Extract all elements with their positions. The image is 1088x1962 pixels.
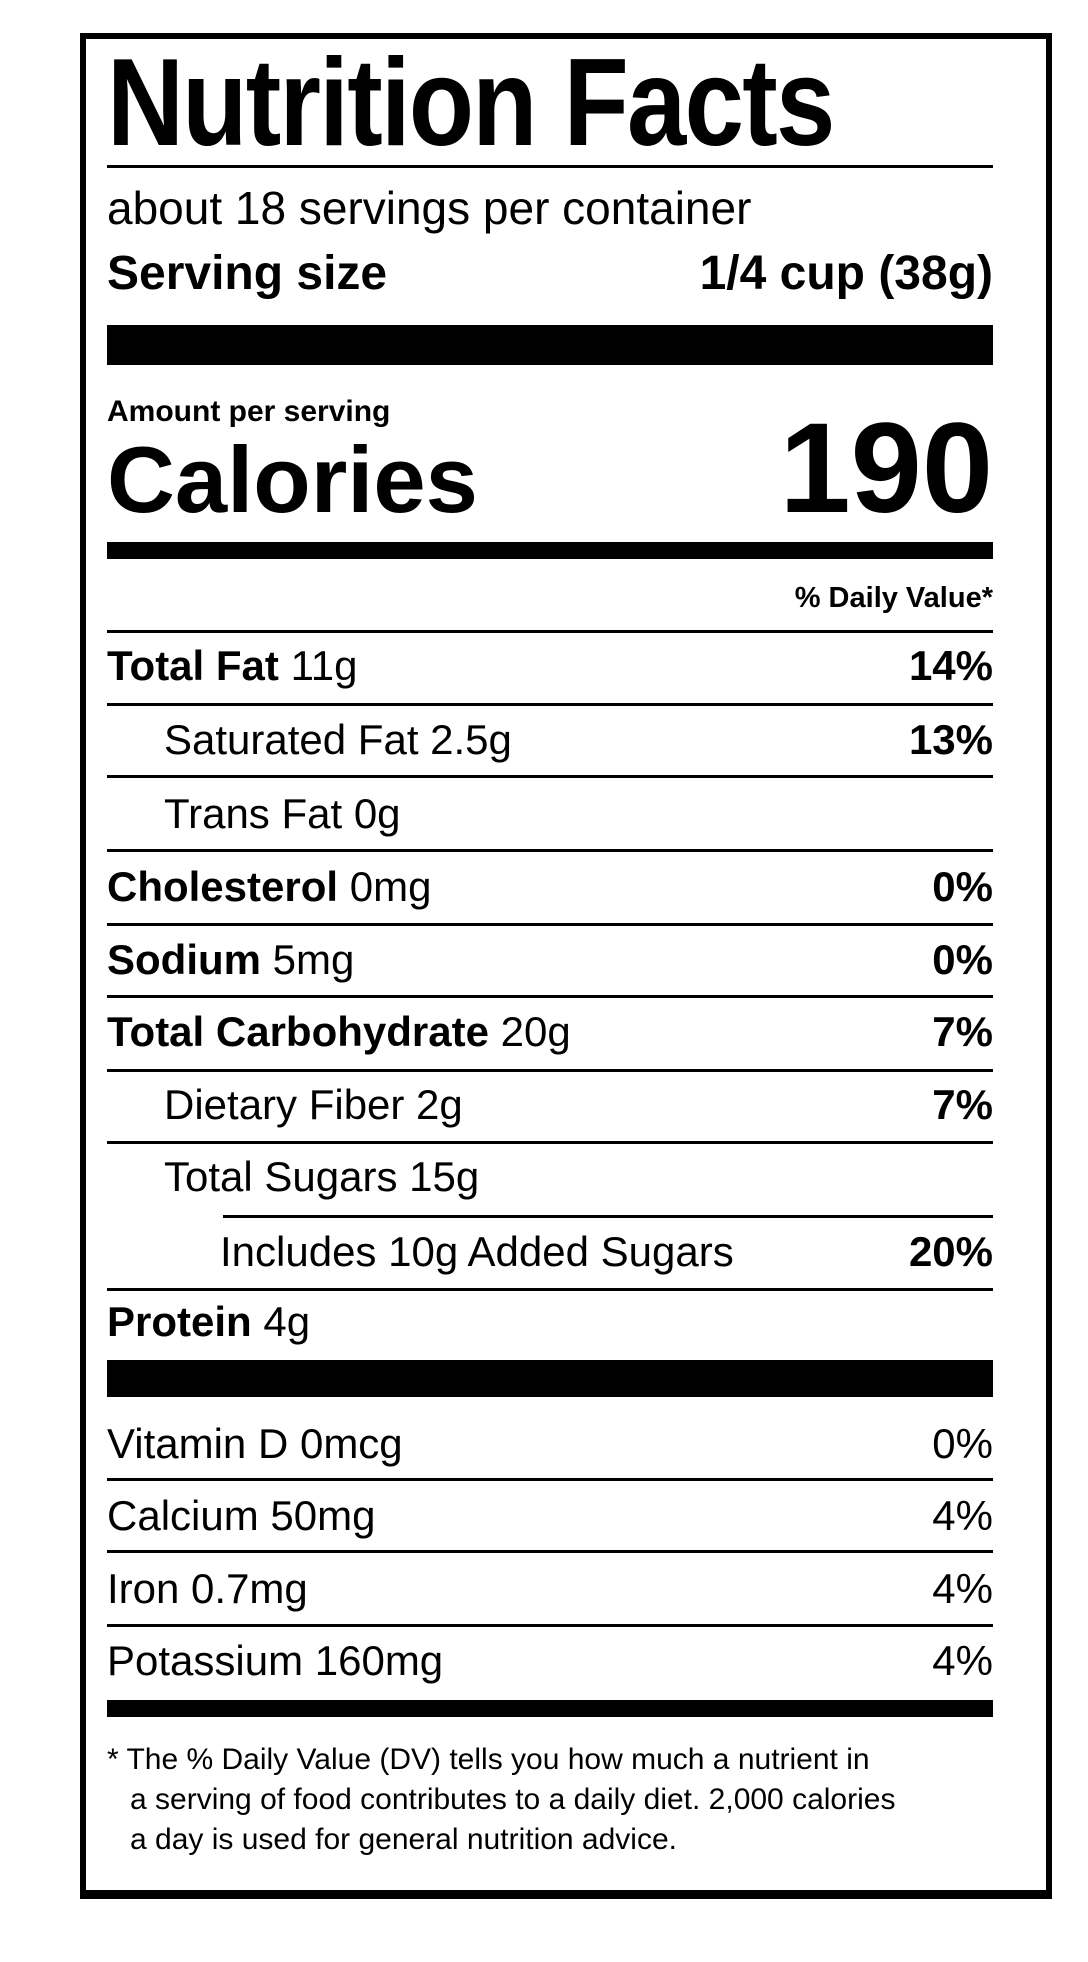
- divider: [107, 923, 993, 926]
- nutrient-row-total-fat: Total Fat 11g 14%: [107, 641, 993, 691]
- nutrient-row-total-carbohydrate: Total Carbohydrate 20g 7%: [107, 1007, 993, 1057]
- divider: [107, 775, 993, 778]
- nutrient-amount: 20g: [500, 1008, 571, 1055]
- nutrition-label-border: [80, 33, 1052, 1899]
- divider: [107, 1550, 993, 1553]
- nutrient-row-dietary-fiber: Dietary Fiber 2g 7%: [107, 1080, 993, 1130]
- footnote-line: * The % Daily Value (DV) tells you how m…: [107, 1743, 870, 1776]
- vitamin-row-calcium: Calcium 50mg 4%: [107, 1491, 993, 1541]
- nutrient-row-total-sugars: Total Sugars 15g: [107, 1152, 993, 1202]
- nutrient-dv: 14%: [908, 642, 993, 689]
- divider: [107, 1069, 993, 1072]
- nutrient-name: Trans Fat 0g: [164, 790, 401, 837]
- divider: [107, 1478, 993, 1481]
- nutrient-name: Saturated Fat 2.5g: [164, 716, 512, 763]
- medium-divider: [107, 1700, 993, 1717]
- vitamin-dv: 4%: [932, 1565, 993, 1612]
- nutrient-dv: 13%: [908, 716, 993, 763]
- vitamin-dv: 0%: [932, 1420, 993, 1467]
- footnote-line: a serving of food contributes to a daily…: [130, 1783, 896, 1816]
- nutrient-name: Cholesterol: [107, 863, 339, 910]
- nutrient-row-sodium: Sodium 5mg 0%: [107, 935, 993, 985]
- nutrient-dv: 7%: [932, 1081, 993, 1128]
- vitamin-dv: 4%: [932, 1637, 993, 1684]
- medium-divider: [107, 542, 993, 559]
- nutrient-name: Total Carbohydrate: [107, 1008, 489, 1055]
- nutrient-row-cholesterol: Cholesterol 0mg 0%: [107, 862, 993, 912]
- nutrient-dv: 0%: [932, 936, 993, 983]
- serving-size-label: Serving size: [107, 247, 388, 300]
- vitamin-row-vitamin-d: Vitamin D 0mcg 0%: [107, 1419, 993, 1469]
- nutrient-name: Total Sugars 15g: [164, 1153, 480, 1200]
- calories-label: Calories: [107, 427, 478, 532]
- amount-per-serving: Amount per serving: [107, 395, 391, 428]
- daily-value-header: % Daily Value*: [794, 582, 993, 614]
- footnote-line: a day is used for general nutrition advi…: [130, 1823, 677, 1856]
- nutrient-amount: 0mg: [349, 863, 432, 910]
- divider: [107, 165, 993, 168]
- label-title: Nutrition Facts: [107, 34, 835, 172]
- nutrient-name: Total Fat: [107, 642, 279, 689]
- divider: [107, 995, 993, 998]
- nutrient-amount: 11g: [290, 642, 358, 689]
- nutrient-name: Includes 10g Added Sugars: [220, 1228, 734, 1275]
- nutrient-row-protein: Protein 4g: [107, 1297, 993, 1347]
- divider: [223, 1215, 993, 1218]
- serving-size-value: 1/4 cup (38g): [699, 247, 993, 300]
- servings-per-container: about 18 servings per container: [107, 182, 752, 234]
- nutrient-name: Dietary Fiber 2g: [164, 1081, 463, 1128]
- nutrient-dv: 7%: [932, 1008, 993, 1055]
- divider: [107, 703, 993, 706]
- divider: [107, 1141, 993, 1144]
- nutrient-row-added-sugars: Includes 10g Added Sugars 20%: [107, 1227, 993, 1277]
- divider: [107, 1288, 993, 1291]
- vitamin-name: Calcium 50mg: [107, 1492, 376, 1539]
- divider: [107, 849, 993, 852]
- nutrient-dv: 0%: [932, 863, 993, 910]
- divider: [107, 1624, 993, 1627]
- thick-divider: [107, 1360, 993, 1397]
- nutrient-amount: 5mg: [272, 936, 355, 983]
- vitamin-name: Potassium 160mg: [107, 1637, 444, 1684]
- vitamin-name: Vitamin D 0mcg: [107, 1420, 403, 1467]
- vitamin-name: Iron 0.7mg: [107, 1565, 308, 1612]
- vitamin-row-iron: Iron 0.7mg 4%: [107, 1564, 993, 1614]
- nutrient-row-saturated-fat: Saturated Fat 2.5g 13%: [107, 715, 993, 765]
- thick-divider: [107, 325, 993, 365]
- vitamin-dv: 4%: [932, 1492, 993, 1539]
- divider: [107, 630, 993, 633]
- nutrient-amount: 4g: [263, 1298, 311, 1345]
- nutrient-dv: 20%: [908, 1228, 993, 1275]
- nutrient-name: Sodium: [107, 936, 261, 983]
- calories-value: 190: [779, 397, 993, 540]
- nutrient-name: Protein: [107, 1298, 252, 1345]
- nutrient-row-trans-fat: Trans Fat 0g: [107, 789, 993, 839]
- vitamin-row-potassium: Potassium 160mg 4%: [107, 1636, 993, 1686]
